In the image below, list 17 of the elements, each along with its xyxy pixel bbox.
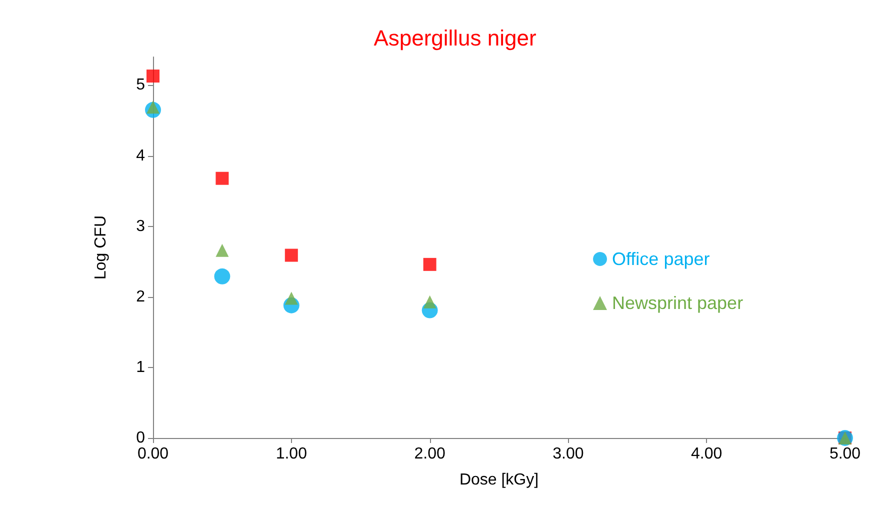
x-tick-label: 1.00 bbox=[276, 446, 308, 462]
y-tick-label: 3 bbox=[136, 218, 146, 235]
y-axis-title: Log CFU bbox=[92, 215, 110, 280]
y-tick-label: 1 bbox=[136, 358, 146, 376]
legend-label: Newsprint paper bbox=[612, 293, 744, 313]
x-tick-label: 2.00 bbox=[414, 446, 446, 462]
y-tick-label: 5 bbox=[136, 76, 146, 94]
x-tick-label: 4.00 bbox=[691, 446, 722, 462]
y-tick-label: 2 bbox=[136, 288, 146, 306]
x-axis-title: Dose [kGy] bbox=[459, 472, 539, 488]
x-tick-label: 0.00 bbox=[137, 446, 169, 462]
x-tick-label: 5.00 bbox=[829, 446, 861, 462]
y-tick-label: 0 bbox=[136, 430, 146, 446]
chart-title: Aspergillus niger bbox=[374, 26, 536, 50]
legend-label: Office paper bbox=[612, 249, 710, 269]
x-tick-label: 3.00 bbox=[552, 446, 584, 462]
y-tick-label: 4 bbox=[136, 147, 146, 164]
